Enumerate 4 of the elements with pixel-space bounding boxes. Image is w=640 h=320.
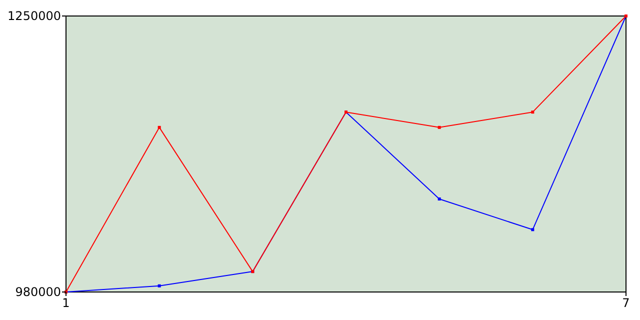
- x-tick-label: 7: [622, 296, 630, 310]
- x-tick-label: 1: [62, 296, 70, 310]
- y-tick-label: 1250000: [8, 9, 61, 24]
- y-tick-label: 980000: [15, 285, 61, 300]
